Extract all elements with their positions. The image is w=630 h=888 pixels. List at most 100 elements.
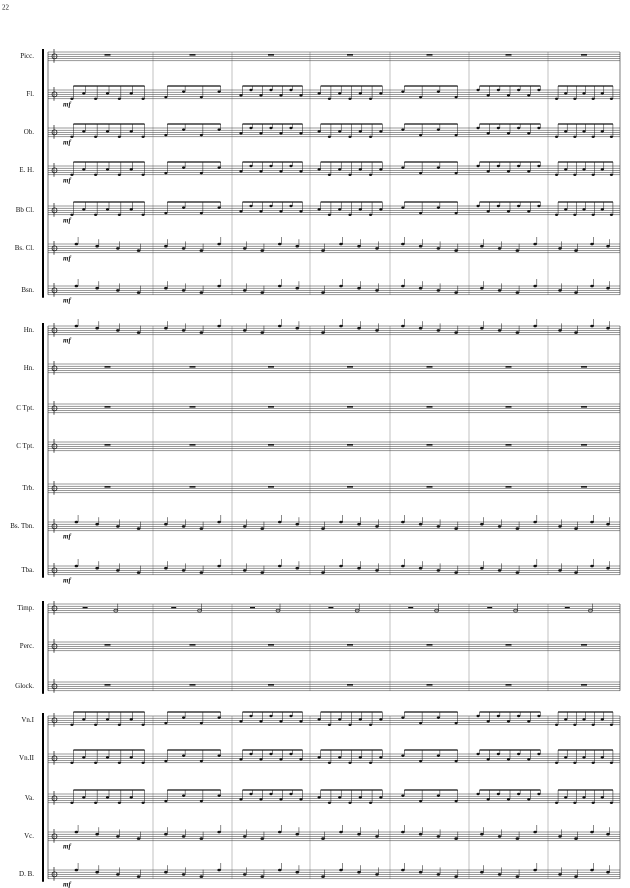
whole-rest	[104, 644, 111, 646]
note-head	[338, 796, 342, 799]
note-head	[217, 794, 221, 797]
dynamic: mf	[63, 532, 71, 540]
note-head	[94, 97, 98, 101]
note-head	[289, 714, 293, 718]
clef	[51, 49, 58, 63]
note-head	[327, 801, 332, 804]
note-head	[375, 329, 379, 332]
note-head	[317, 756, 321, 759]
note-head	[70, 173, 74, 176]
whole-rest	[104, 684, 111, 686]
note-head	[554, 97, 559, 101]
note-head	[94, 801, 98, 804]
note-head	[277, 564, 282, 568]
note-head	[606, 326, 610, 330]
note-head	[609, 173, 614, 176]
note-head	[105, 168, 110, 171]
note-head	[357, 832, 361, 836]
note-head	[299, 94, 303, 97]
note-head	[558, 247, 562, 250]
note-head	[357, 522, 361, 526]
note-head	[339, 830, 343, 834]
note-head	[533, 830, 537, 834]
staff	[48, 603, 620, 614]
whole-rest	[426, 486, 433, 488]
note-head	[239, 720, 243, 723]
note-head	[217, 284, 221, 288]
note-head	[486, 170, 490, 173]
note-head	[379, 92, 383, 95]
note-head	[321, 331, 325, 334]
note-head	[199, 875, 204, 878]
note-head	[289, 88, 293, 92]
note-head	[480, 832, 484, 836]
note-head	[533, 242, 537, 246]
note-head	[436, 569, 441, 572]
note-head	[436, 128, 440, 131]
note-head	[600, 92, 604, 95]
clef	[51, 361, 58, 375]
note-head	[136, 331, 141, 334]
clef	[51, 87, 58, 101]
whole-rest	[104, 486, 111, 488]
note-head	[527, 132, 531, 135]
instrument-label: D. B.	[19, 870, 34, 878]
note-head	[454, 837, 458, 840]
clef	[51, 829, 58, 843]
note-head	[368, 801, 373, 804]
note-head	[358, 756, 362, 759]
note-head	[199, 171, 203, 175]
note-head	[259, 132, 263, 135]
note-head	[164, 171, 168, 175]
note-head	[590, 564, 594, 568]
note-head	[105, 130, 110, 133]
whole-rest	[104, 444, 111, 446]
note-head	[573, 723, 577, 726]
half-rest	[487, 607, 493, 609]
whole-rest	[268, 644, 274, 646]
note-head	[606, 286, 610, 290]
note-head	[129, 796, 133, 799]
note-head	[506, 758, 511, 761]
note-head	[95, 244, 99, 248]
note-head	[573, 801, 577, 804]
note-head	[609, 135, 614, 138]
note-head	[116, 873, 120, 876]
instrument-label: Vn.I	[21, 716, 34, 724]
clef	[51, 713, 58, 727]
instrument-label: Bs. Cl.	[15, 244, 35, 252]
note-head	[368, 761, 373, 764]
whole-rest	[426, 366, 433, 368]
note-head	[181, 835, 186, 838]
staff	[48, 89, 620, 100]
note-head	[299, 132, 303, 135]
note-head	[199, 95, 203, 99]
note-head	[141, 135, 145, 138]
note-head	[249, 126, 253, 130]
note-head	[181, 525, 186, 528]
note-head	[401, 868, 405, 872]
note-head	[299, 720, 303, 723]
note-head	[260, 837, 265, 840]
note-head	[436, 247, 441, 250]
note-head	[279, 210, 283, 213]
note-head	[279, 798, 283, 801]
note-head	[496, 752, 500, 756]
note-head	[74, 564, 79, 568]
note-head	[136, 837, 141, 840]
note-head	[105, 796, 110, 799]
note-head	[358, 92, 362, 95]
note-head	[590, 324, 594, 328]
note-head	[279, 132, 283, 135]
clef	[51, 751, 58, 765]
note-head	[486, 720, 490, 723]
note-head	[277, 520, 282, 524]
note-head	[358, 718, 362, 721]
instrument-label: Fl.	[26, 90, 34, 98]
note-head	[82, 92, 86, 95]
note-head	[476, 792, 480, 796]
note-head	[338, 92, 342, 95]
note-head	[591, 801, 595, 804]
note-head	[117, 173, 121, 176]
